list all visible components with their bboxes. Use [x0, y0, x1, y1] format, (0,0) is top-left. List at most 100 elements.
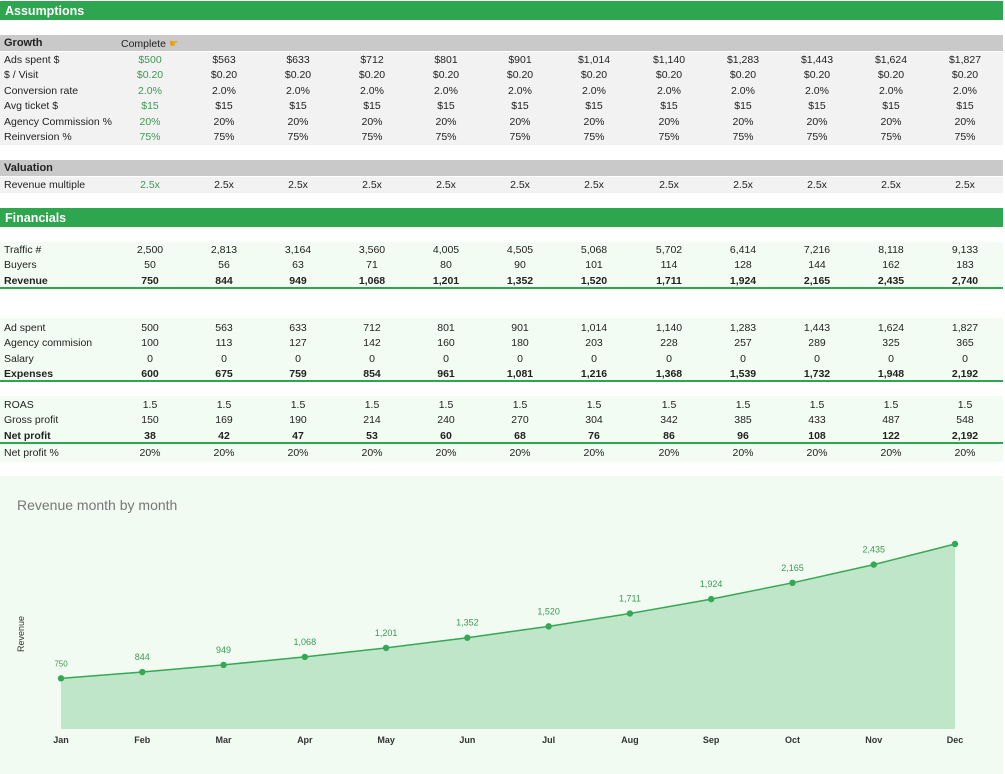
- input-cell[interactable]: 20%: [139, 115, 161, 128]
- value-cell: $15: [882, 100, 900, 113]
- value-cell: $1,014: [577, 53, 611, 66]
- value-cell: 1,732: [803, 368, 831, 381]
- row-label: Agency Commission %: [4, 115, 112, 128]
- row-label: Conversion rate: [4, 84, 79, 97]
- data-point[interactable]: [301, 653, 309, 661]
- value-cell: 2.5x: [214, 178, 234, 191]
- value-cell: 2.0%: [879, 84, 903, 97]
- input-cell[interactable]: $0.20: [136, 69, 164, 82]
- value-cell: 2.0%: [953, 84, 977, 97]
- pointer-hand-icon: ☛: [168, 37, 179, 50]
- value-cell: 2.5x: [733, 178, 753, 191]
- value-cell: 1,352: [506, 274, 534, 287]
- value-cell: 1,283: [729, 321, 757, 334]
- data-point[interactable]: [545, 623, 552, 630]
- data-point[interactable]: [951, 540, 959, 548]
- data-point[interactable]: [139, 668, 146, 676]
- data-label: 750: [54, 659, 68, 668]
- value-cell: $0.20: [877, 69, 905, 82]
- x-tick-label: Jan: [53, 735, 69, 745]
- data-label: 1,068: [294, 637, 317, 647]
- table-row: Salary 0 0 0 0 0 0 0 0 0 0 0 0: [0, 351, 1003, 367]
- value-cell: 20%: [287, 446, 309, 459]
- value-cell: 75%: [361, 131, 383, 144]
- value-cell: 20%: [732, 115, 754, 128]
- value-cell: 0: [888, 352, 894, 365]
- growth-status[interactable]: Complete ☛: [121, 37, 179, 50]
- valuation-title: Valuation: [4, 162, 53, 174]
- value-cell: 854: [363, 368, 381, 381]
- value-cell: 1,827: [951, 321, 979, 334]
- divider-profit: [0, 442, 1003, 444]
- value-cell: 56: [218, 259, 230, 272]
- data-point[interactable]: [464, 634, 471, 641]
- value-cell: 75%: [880, 131, 902, 144]
- table-row: Gross profit 150 169 190 214 240 270 304 342 385 4…: [0, 413, 1003, 429]
- value-cell: 63: [292, 259, 304, 272]
- value-cell: 1.5: [957, 398, 973, 411]
- value-cell: $901: [508, 53, 532, 66]
- value-cell: $712: [360, 53, 384, 66]
- value-cell: $0.20: [432, 69, 460, 82]
- value-cell: 8,118: [878, 243, 904, 256]
- value-cell: 86: [663, 429, 675, 442]
- data-point[interactable]: [870, 561, 877, 568]
- value-cell: 270: [511, 414, 529, 427]
- value-cell: 342: [660, 414, 678, 427]
- divider-expenses: [0, 380, 1003, 382]
- value-cell: 7,216: [803, 243, 831, 256]
- value-cell: 20%: [732, 446, 754, 459]
- table-row: Traffic # 2,500 2,813 3,164 3,560 4,005 4,505 5…: [0, 242, 1003, 258]
- x-tick-label: Mar: [216, 735, 233, 745]
- value-cell: $0.20: [284, 69, 312, 82]
- value-cell: 2,192: [951, 429, 979, 442]
- value-cell: 113: [215, 337, 233, 350]
- fin-block-profit-pct: [0, 444, 1003, 462]
- data-point[interactable]: [626, 610, 634, 617]
- value-cell: 633: [289, 321, 307, 334]
- data-point[interactable]: [707, 595, 715, 603]
- value-cell: 304: [585, 414, 603, 427]
- value-cell: 2.0%: [360, 84, 384, 97]
- value-cell: 1.5: [735, 398, 751, 411]
- value-cell: 1,068: [358, 274, 386, 287]
- row-label: Ad spent: [4, 321, 46, 334]
- value-cell: 20%: [880, 446, 902, 459]
- value-cell: 50: [144, 259, 156, 272]
- growth-header: Growth Complete ☛: [0, 35, 1003, 51]
- value-cell: 1,201: [432, 274, 460, 287]
- value-cell: 750: [141, 274, 159, 287]
- value-cell: 2.5x: [659, 178, 679, 191]
- value-cell: $15: [808, 100, 826, 113]
- data-point[interactable]: [789, 579, 796, 587]
- value-cell: 75%: [435, 131, 457, 144]
- data-point[interactable]: [57, 675, 65, 682]
- data-point[interactable]: [220, 661, 227, 669]
- table-row: ROAS 1.5 1.5 1.5 1.5 1.5 1.5 1.5 1.5 1.5 1.5 1.5 1.5: [0, 397, 1003, 413]
- value-cell: $15: [734, 100, 752, 113]
- value-cell: $15: [215, 100, 233, 113]
- table-row: Revenue 750 844 949 1,068 1,201 1,352 1,520 1,71…: [0, 273, 1003, 289]
- value-cell: 2,500: [136, 243, 164, 256]
- row-label: Traffic #: [4, 243, 42, 256]
- data-label: 1,352: [456, 618, 479, 628]
- row-label: Revenue multiple: [4, 178, 86, 191]
- value-cell: 20%: [509, 446, 531, 459]
- table-row: Revenue multiple 2.5x 2.5x 2.5x 2.5x 2.5x 2.5x…: [0, 177, 1003, 193]
- input-cell[interactable]: $500: [138, 53, 162, 66]
- value-cell: 90: [514, 259, 526, 272]
- value-cell: 2.0%: [805, 84, 829, 97]
- input-cell[interactable]: $15: [141, 100, 159, 113]
- data-point[interactable]: [382, 644, 390, 652]
- x-tick-label: Jul: [542, 735, 555, 745]
- value-cell: 38: [144, 429, 156, 442]
- x-tick-label: Nov: [865, 735, 882, 745]
- row-label: Buyers: [4, 259, 37, 272]
- value-cell: 20%: [361, 446, 383, 459]
- input-cell[interactable]: 75%: [139, 131, 161, 144]
- input-cell[interactable]: 2.0%: [138, 84, 162, 97]
- value-cell: 20%: [880, 115, 902, 128]
- value-cell: 75%: [806, 131, 828, 144]
- value-cell: $1,443: [800, 53, 834, 66]
- input-cell[interactable]: 2.5x: [140, 178, 160, 191]
